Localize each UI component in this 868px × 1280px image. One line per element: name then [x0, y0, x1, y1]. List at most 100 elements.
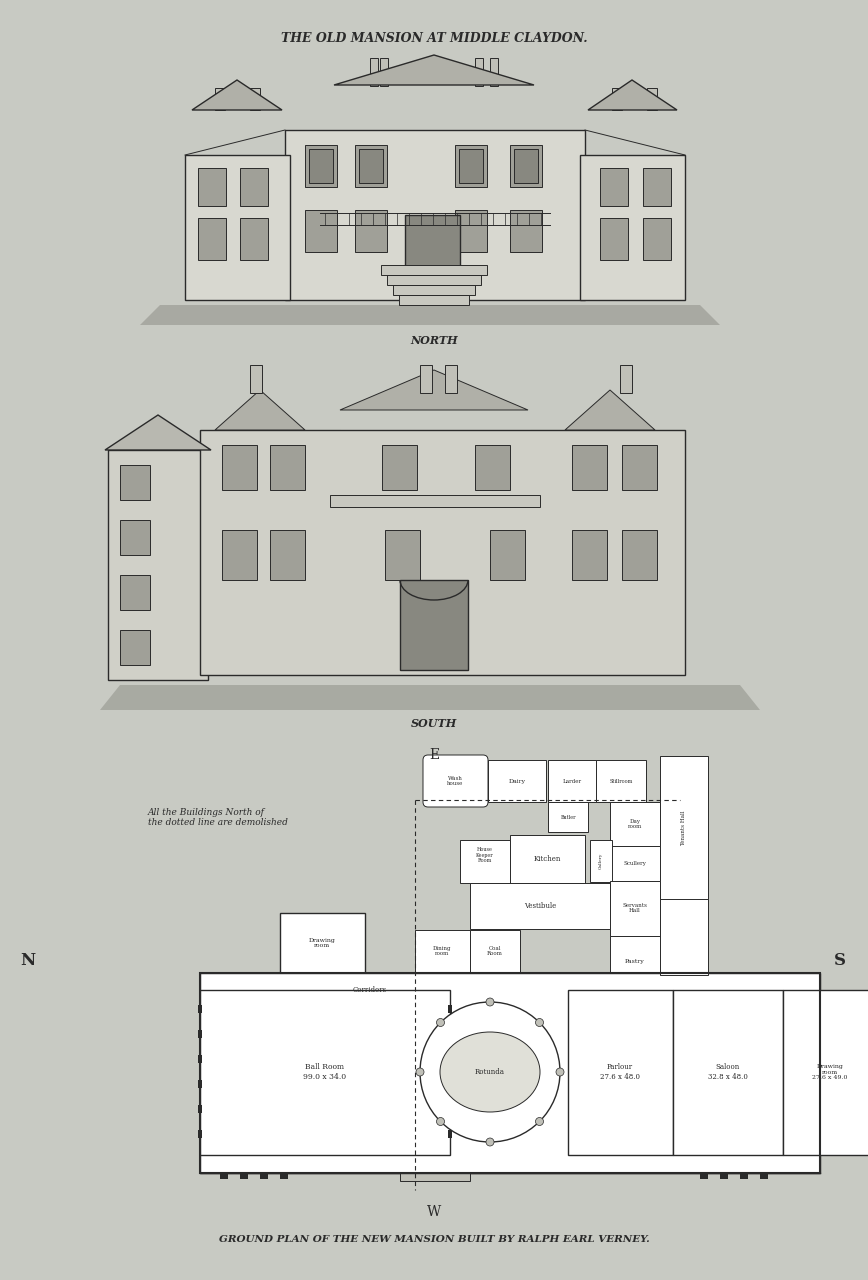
- Text: THE OLD MANSION AT MIDDLE CLAYDON.: THE OLD MANSION AT MIDDLE CLAYDON.: [280, 32, 588, 45]
- Text: Vestibule: Vestibule: [524, 902, 556, 910]
- Bar: [448, 1105, 452, 1114]
- Bar: [596, 760, 646, 803]
- Bar: [700, 1172, 708, 1179]
- Text: Drawing
room: Drawing room: [308, 938, 335, 948]
- Bar: [622, 445, 657, 490]
- Bar: [198, 168, 226, 206]
- Bar: [380, 58, 388, 86]
- Bar: [420, 365, 432, 393]
- Bar: [220, 1172, 228, 1179]
- Bar: [200, 973, 820, 1172]
- Bar: [200, 430, 685, 675]
- Bar: [120, 575, 150, 611]
- Bar: [185, 155, 290, 300]
- Bar: [359, 148, 383, 183]
- Text: N: N: [21, 951, 36, 969]
- Bar: [305, 145, 337, 187]
- Text: W: W: [427, 1204, 441, 1219]
- Text: S: S: [834, 951, 846, 969]
- Bar: [285, 131, 585, 300]
- Bar: [280, 913, 365, 973]
- Text: Kitchen: Kitchen: [533, 855, 561, 863]
- Bar: [198, 1105, 202, 1114]
- Bar: [568, 989, 673, 1155]
- Bar: [643, 168, 671, 206]
- Bar: [488, 760, 546, 803]
- Bar: [222, 445, 257, 490]
- Bar: [250, 365, 262, 393]
- Bar: [610, 803, 660, 846]
- Bar: [445, 365, 457, 393]
- Polygon shape: [200, 430, 340, 480]
- Text: Gallery: Gallery: [599, 852, 603, 869]
- Bar: [305, 210, 337, 252]
- Bar: [108, 451, 208, 680]
- Text: Drawing
room
27.6 x 49.0: Drawing room 27.6 x 49.0: [812, 1064, 848, 1080]
- Bar: [643, 218, 671, 260]
- Bar: [120, 520, 150, 556]
- Bar: [620, 365, 632, 393]
- Bar: [490, 530, 525, 580]
- Text: Tenants Hall: Tenants Hall: [681, 810, 687, 846]
- Bar: [400, 580, 468, 669]
- Circle shape: [556, 1068, 564, 1076]
- Bar: [198, 218, 226, 260]
- Bar: [783, 989, 868, 1155]
- Text: Stillroom: Stillroom: [609, 778, 633, 783]
- Circle shape: [437, 1019, 444, 1027]
- Text: GROUND PLAN OF THE NEW MANSION BUILT BY RALPH EARL VERNEY.: GROUND PLAN OF THE NEW MANSION BUILT BY …: [219, 1235, 649, 1244]
- Bar: [370, 58, 378, 86]
- Bar: [399, 294, 469, 305]
- Bar: [622, 530, 657, 580]
- Text: Rotunda: Rotunda: [475, 1068, 505, 1076]
- Text: E: E: [429, 748, 439, 762]
- Bar: [198, 1055, 202, 1062]
- Bar: [240, 1172, 248, 1179]
- Text: House
Keeper
Room: House Keeper Room: [477, 846, 494, 863]
- Text: Wash
house: Wash house: [447, 776, 464, 786]
- Polygon shape: [105, 415, 211, 451]
- Polygon shape: [215, 390, 305, 430]
- Bar: [510, 145, 542, 187]
- Bar: [198, 1130, 202, 1138]
- Bar: [590, 840, 612, 882]
- Bar: [448, 1030, 452, 1038]
- Bar: [460, 840, 510, 883]
- Bar: [514, 148, 538, 183]
- Bar: [459, 148, 483, 183]
- Text: Saloon
32.8 x 48.0: Saloon 32.8 x 48.0: [708, 1064, 748, 1080]
- Text: Larder: Larder: [562, 778, 582, 783]
- Bar: [448, 1005, 452, 1012]
- Bar: [270, 530, 305, 580]
- Bar: [610, 881, 660, 936]
- Bar: [120, 630, 150, 666]
- Text: SOUTH: SOUTH: [411, 718, 457, 730]
- Bar: [612, 88, 622, 110]
- Text: Parlour
27.6 x 48.0: Parlour 27.6 x 48.0: [600, 1064, 640, 1080]
- Bar: [647, 88, 657, 110]
- Text: Butler: Butler: [560, 814, 575, 819]
- Bar: [381, 265, 487, 275]
- Bar: [198, 1080, 202, 1088]
- Text: Scullery: Scullery: [623, 860, 647, 865]
- Circle shape: [536, 1019, 543, 1027]
- Bar: [405, 215, 460, 294]
- Bar: [600, 168, 628, 206]
- Polygon shape: [100, 685, 760, 710]
- Bar: [548, 803, 588, 832]
- Bar: [200, 989, 450, 1155]
- Bar: [250, 88, 260, 110]
- Bar: [660, 899, 708, 975]
- Bar: [330, 495, 540, 507]
- Bar: [215, 88, 225, 110]
- Bar: [610, 936, 660, 986]
- Bar: [200, 973, 820, 1172]
- Bar: [240, 168, 268, 206]
- Bar: [673, 989, 783, 1155]
- Bar: [455, 210, 487, 252]
- Bar: [260, 1172, 268, 1179]
- Bar: [548, 760, 596, 803]
- Bar: [382, 445, 417, 490]
- Bar: [355, 145, 387, 187]
- Bar: [355, 210, 387, 252]
